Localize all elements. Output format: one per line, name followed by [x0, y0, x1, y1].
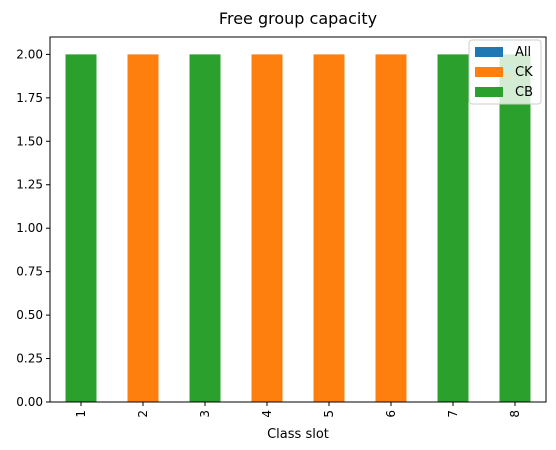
y-tick-label: 0.00: [16, 395, 43, 409]
plot-area-frame: [49, 36, 547, 403]
y-tick-label: 0.25: [16, 352, 43, 366]
y-tick-label: 1.25: [16, 178, 43, 192]
legend: All CK CB: [468, 39, 542, 105]
x-axis: 1 2 3 4 5 6 7 8: [74, 402, 522, 418]
x-tick-label: 2: [136, 410, 150, 418]
legend-swatch-all: [475, 47, 503, 57]
y-tick-label: 1.75: [16, 91, 43, 105]
x-tick-label: 7: [446, 410, 460, 418]
bar-cb-3: [189, 54, 221, 402]
legend-swatch-ck: [475, 67, 503, 77]
y-tick-label: 1.50: [16, 134, 43, 148]
bar-ck-4: [251, 54, 283, 402]
legend-swatch-cb: [475, 87, 503, 97]
x-tick-label: 6: [384, 410, 398, 418]
bars-group: [65, 54, 531, 402]
bar-cb-1: [65, 54, 97, 402]
legend-label-ck: CK: [515, 65, 533, 80]
y-tick-label: 0.50: [16, 308, 43, 322]
x-tick-label: 3: [198, 410, 212, 418]
bar-cb-7: [437, 54, 469, 402]
bar-ck-6: [375, 54, 407, 402]
x-tick-label: 4: [260, 410, 274, 418]
x-axis-label: Class slot: [267, 427, 329, 442]
bar-ck-2: [127, 54, 159, 402]
bar-ck-5: [313, 54, 345, 402]
y-axis: 0.00 0.25 0.50 0.75 1.00 1.25 1.50 1.75 2.00: [16, 47, 50, 409]
legend-label-cb: CB: [515, 85, 533, 100]
x-tick-label: 1: [74, 410, 88, 418]
y-tick-label: 0.75: [16, 265, 43, 279]
y-tick-label: 2.00: [16, 47, 43, 61]
bar-cb-8: [499, 54, 531, 402]
x-tick-label: 8: [508, 410, 522, 418]
x-tick-label: 5: [322, 410, 336, 418]
legend-label-all: All: [515, 45, 531, 60]
y-tick-label: 1.00: [16, 221, 43, 235]
chart-title: Free group capacity: [219, 9, 377, 28]
